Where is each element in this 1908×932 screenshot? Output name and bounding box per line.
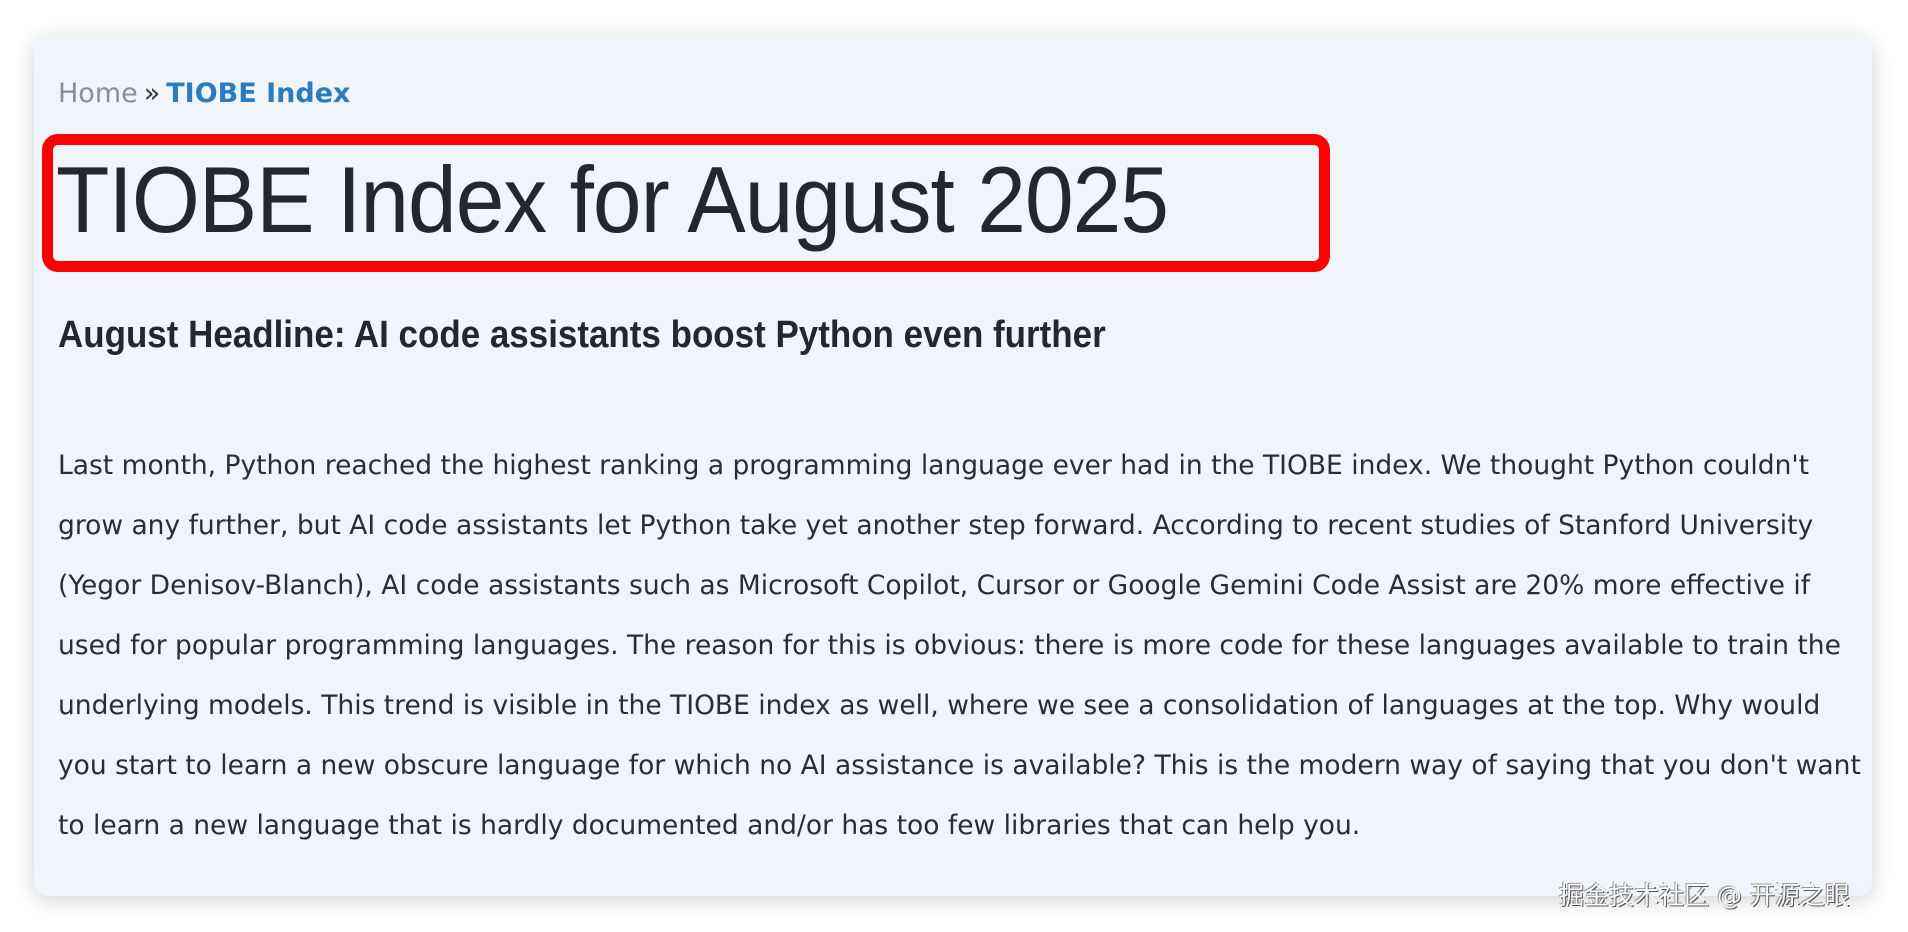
breadcrumb-current-link[interactable]: TIOBE Index xyxy=(166,78,351,109)
content-card: Home» TIOBE Index TIOBE Index for August … xyxy=(34,36,1872,896)
page-title: TIOBE Index for August 2025 xyxy=(56,147,1169,252)
breadcrumb: Home» TIOBE Index xyxy=(58,78,350,109)
breadcrumb-separator: » xyxy=(143,78,161,109)
highlight-box xyxy=(42,134,1330,272)
headline: August Headline: AI code assistants boos… xyxy=(58,314,1106,356)
watermark: 掘金技术社区 @ 开源之眼 xyxy=(1559,881,1850,910)
article-paragraph: Last month, Python reached the highest r… xyxy=(58,450,1861,841)
breadcrumb-home-link[interactable]: Home xyxy=(58,78,138,109)
